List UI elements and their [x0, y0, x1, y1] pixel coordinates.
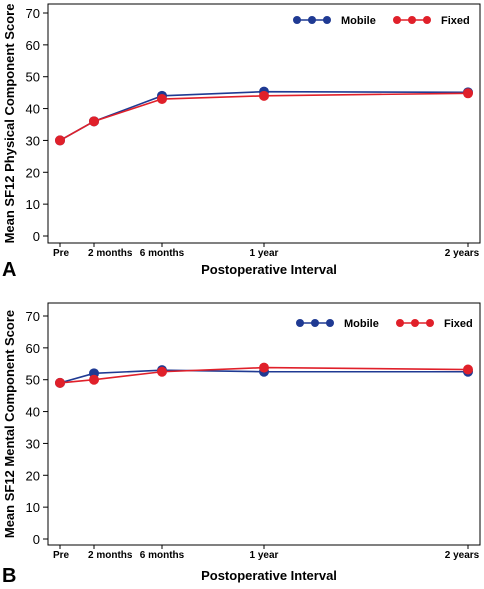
y-axis-title-a: Mean SF12 Physical Component Score: [2, 4, 17, 244]
legend-label-mobile-a: Mobile: [341, 15, 376, 27]
y-tick-label-b: 50: [26, 373, 40, 388]
y-tick-label-a: 10: [26, 197, 40, 212]
x-axis-title-b: Postoperative Interval: [201, 568, 337, 583]
legend-marker-fixed-b: [426, 319, 434, 327]
chart-svg-b: 0 10 20 30 40 50 60 70 Pre 2 months 6 months 1 year…: [2, 302, 481, 587]
data-point-fixed-b: [259, 362, 269, 373]
data-point-fixed-b: [89, 374, 99, 385]
legend-label-mobile-b: Mobile: [344, 318, 379, 330]
legend-marker-mobile-a: [293, 16, 301, 24]
y-tick-label-b: 60: [26, 341, 40, 356]
panel-letter-a: A: [2, 259, 16, 281]
x-tick-label-a: 2 years: [445, 248, 480, 259]
legend-marker-mobile-a: [323, 16, 331, 24]
x-tick-label-a: 2 months: [88, 248, 133, 259]
legend-marker-mobile-a: [308, 16, 316, 24]
legend-marker-fixed-b: [396, 319, 404, 327]
data-point-fixed-a: [259, 90, 269, 101]
legend-marker-fixed-a: [423, 16, 431, 24]
plot-frame-b: [47, 302, 481, 546]
plot-frame-a: [47, 3, 481, 244]
legend-marker-mobile-b: [326, 319, 334, 327]
y-tick-label-a: 20: [26, 165, 40, 180]
y-tick-label-a: 40: [26, 102, 40, 117]
data-point-fixed-a: [463, 88, 473, 99]
chart-svg-a: 0 10 20 30 40 50 60 70 Pre 2 months 6 months 1 year…: [2, 3, 481, 281]
y-tick-label-b: 30: [26, 436, 40, 451]
y-tick-label-a: 70: [26, 6, 40, 21]
data-point-fixed-a: [157, 94, 167, 105]
y-tick-label-b: 40: [26, 405, 40, 420]
data-point-fixed-a: [89, 116, 99, 127]
y-tick-label-b: 10: [26, 500, 40, 515]
x-tick-label-b: Pre: [53, 550, 70, 561]
legend-marker-mobile-b: [296, 319, 304, 327]
data-point-fixed-b: [157, 366, 167, 377]
x-tick-label-b: 6 months: [140, 550, 185, 561]
y-axis-title-b: Mean SF12 Mental Component Score: [2, 310, 17, 538]
legend-marker-fixed-b: [411, 319, 419, 327]
x-tick-label-a: 1 year: [250, 248, 279, 259]
legend-marker-fixed-a: [408, 16, 416, 24]
x-axis-title-a: Postoperative Interval: [201, 262, 337, 277]
y-tick-label-a: 0: [33, 229, 40, 244]
chart-panel-a: 0 10 20 30 40 50 60 70 Pre 2 months 6 months 1 year…: [0, 0, 484, 290]
x-tick-label-a: Pre: [53, 248, 70, 259]
y-tick-label-a: 30: [26, 133, 40, 148]
x-tick-label-b: 2 years: [445, 550, 480, 561]
legend-label-fixed-b: Fixed: [444, 318, 473, 330]
legend-label-fixed-a: Fixed: [441, 15, 470, 27]
panel-letter-b: B: [2, 565, 16, 584]
legend-marker-fixed-a: [393, 16, 401, 24]
y-tick-label-b: 20: [26, 468, 40, 483]
x-tick-label-b: 2 months: [88, 550, 133, 561]
chart-panel-b: 0 10 20 30 40 50 60 70 Pre 2 months 6 months 1 year…: [0, 292, 484, 587]
data-point-fixed-a: [55, 135, 65, 146]
y-tick-label-a: 50: [26, 70, 40, 85]
data-point-fixed-b: [463, 364, 473, 375]
data-point-fixed-b: [55, 377, 65, 388]
x-tick-label-b: 1 year: [250, 550, 279, 561]
y-tick-label-a: 60: [26, 38, 40, 53]
y-tick-label-b: 0: [33, 532, 40, 547]
x-tick-label-a: 6 months: [140, 248, 185, 259]
y-tick-label-b: 70: [26, 309, 40, 324]
legend-marker-mobile-b: [311, 319, 319, 327]
